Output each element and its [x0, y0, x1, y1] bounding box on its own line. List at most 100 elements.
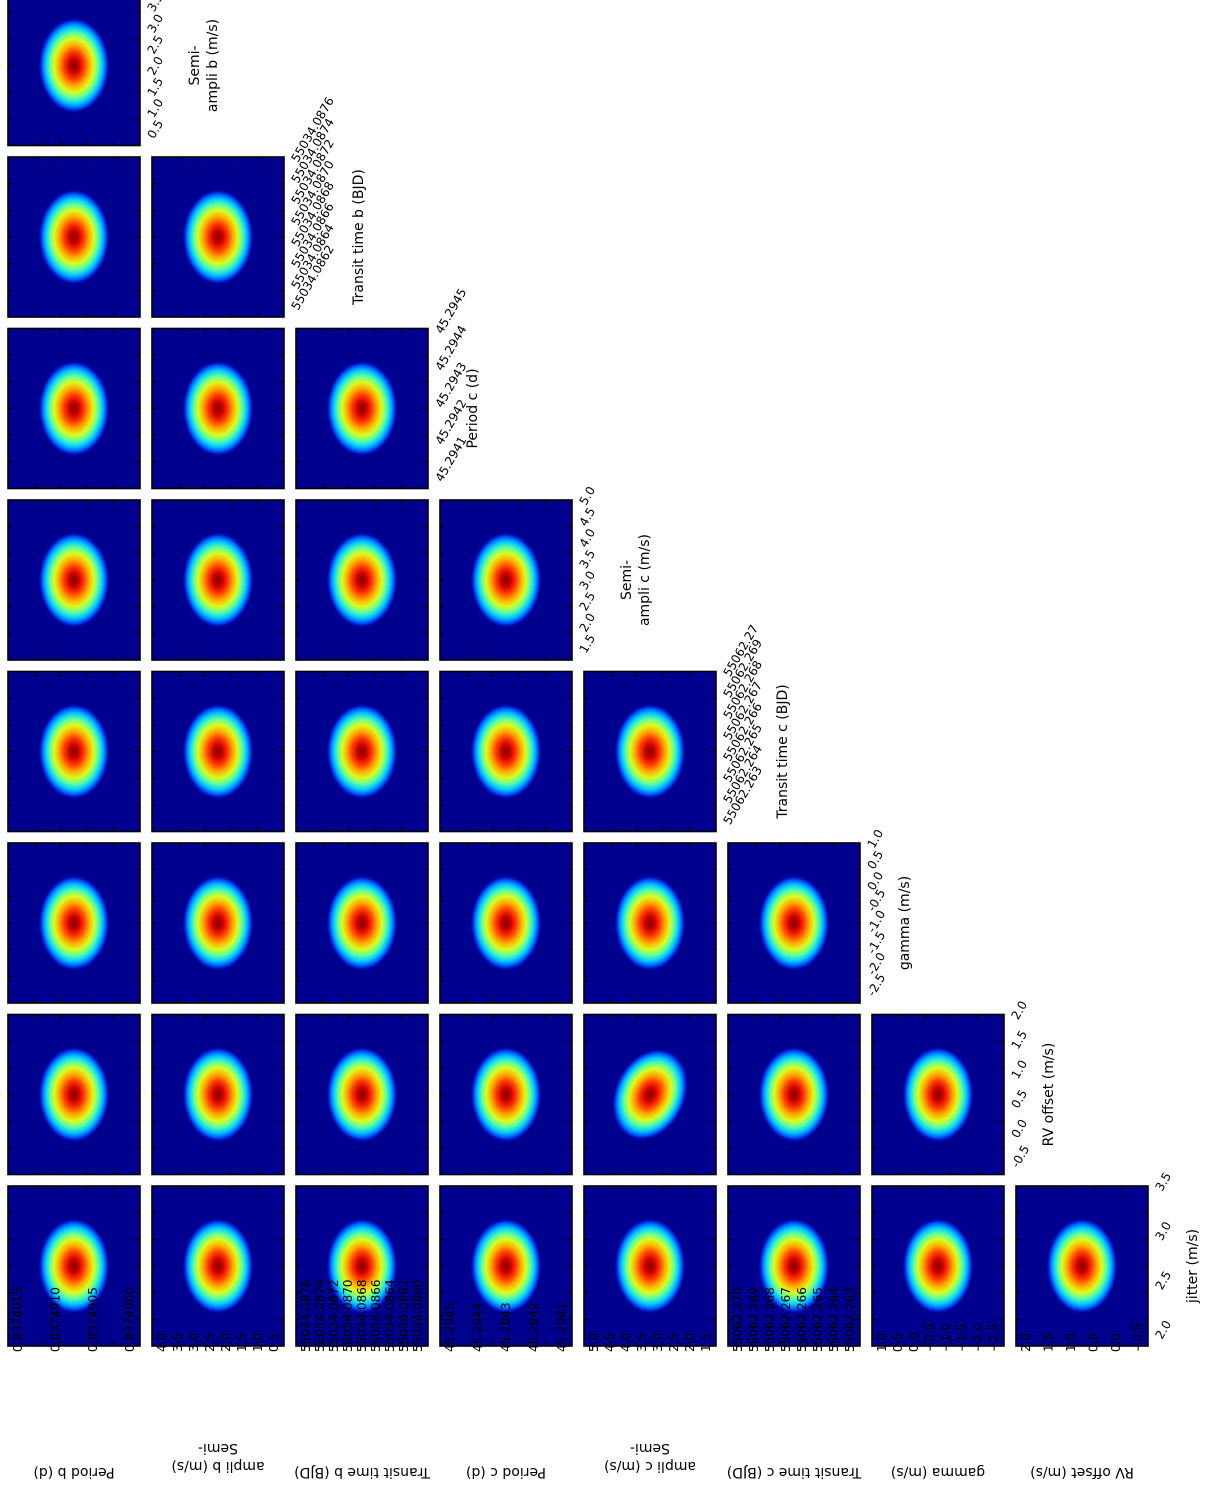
tick-label: −1.0 [939, 1323, 953, 1352]
tick-label: 55034.0860 [411, 1279, 425, 1352]
tick-label: 2.5 [203, 1333, 217, 1352]
tick-label: 1.5 [144, 75, 166, 99]
tick-label: 1.0 [1064, 1333, 1078, 1352]
density-peak [758, 875, 830, 971]
tick-label: 0.5 [1086, 1333, 1100, 1352]
tick-label: 4.5 [576, 505, 598, 529]
panel-transit-time-c-bjd-vs-rv-offset-m-s [727, 1013, 861, 1176]
density-peak [614, 703, 686, 800]
axis-label-semi-ampli-c-m-s: ampli c (m/s) [637, 534, 653, 626]
axis-label-gamma-m-s: gamma (m/s) [891, 1464, 985, 1480]
density-peak [326, 703, 398, 800]
panel-period-b-d-vs-transit-time-b-bjd [7, 156, 141, 318]
panel-transit-time-c-bjd-vs-gamma-m-s [727, 842, 861, 1004]
tick-label: 1.5 [235, 1333, 249, 1352]
tick-label: 3.0 [1152, 1219, 1174, 1243]
bottom-ticks-transit-time-b-bjd: 55034.0876 55034.0874 55034.0872 55034.0870… [299, 1279, 425, 1352]
tick-label: −1.5 [955, 1323, 969, 1352]
tick-label: 0.5 [144, 117, 166, 141]
tick-label: 0.8374900 [123, 1287, 137, 1352]
density-peak [182, 360, 254, 457]
panel-transit-time-b-bjd-vs-period-c-d [295, 327, 429, 490]
tick-label: 4.0 [576, 526, 598, 550]
tick-label: 45.2943 [499, 1302, 513, 1352]
tick-label: 55034.0866 [369, 1279, 383, 1352]
tick-label: 55034.0864 [383, 1279, 397, 1352]
panel-transit-time-b-bjd-vs-jitter-m-s [295, 1185, 429, 1347]
axis-label-period-b-d: Period b (d) [33, 1464, 114, 1480]
tick-label: 55034.0872 [327, 1279, 341, 1352]
tick-label: 0.5 [267, 1333, 281, 1352]
panel-rv-offset-m-s-vs-jitter-m-s [1015, 1185, 1149, 1347]
panel-semi-ampli-c-m-s-vs-rv-offset-m-s [583, 1013, 717, 1176]
diag-ticks-semi-ampli-b-m-s: 0.51.01.52.02.53.03.54.0 [144, 0, 166, 141]
axis-label-transit-time-b-bjd: Transit time b (BJD) [351, 169, 367, 306]
axis-label-semi-ampli-b-m-s: Semi- [187, 45, 203, 85]
diag-ticks-gamma-m-s: -2.5-2.0-1.5-1.0-0.50.00.51.0 [864, 827, 888, 999]
density-peak [326, 360, 398, 457]
axis-label-semi-ampli-b-m-s: ampli b (m/s) [171, 1458, 264, 1474]
tick-label: 2.0 [683, 1333, 697, 1352]
density-peak [38, 189, 110, 285]
tick-label: 4.5 [603, 1333, 617, 1352]
tick-label: 55034.0868 [355, 1279, 369, 1352]
tick-label: 55062.265 [811, 1287, 825, 1352]
tick-label: 0.0 [1008, 1117, 1030, 1141]
tick-label: 55034.0862 [397, 1279, 411, 1352]
panel-period-b-d-vs-jitter-m-s [7, 1185, 141, 1347]
tick-label: 3.5 [576, 547, 598, 571]
bottom-ticks-semi-ampli-c-m-s: 5.0 4.5 4.0 3.5 3.0 2.5 2.0 1.5 [587, 1333, 713, 1352]
bottom-ticks-semi-ampli-b-m-s: 4.0 3.5 3.0 2.5 2.0 1.5 1.0 0.5 [155, 1333, 281, 1352]
tick-label: 0.5 [891, 1333, 905, 1352]
axis-label-transit-time-c-bjd: Transit time c (BJD) [775, 684, 791, 820]
tick-label: 55034.0876 [299, 1279, 313, 1352]
tick-label: 0.5 [1008, 1087, 1030, 1111]
panel-transit-time-c-bjd-vs-jitter-m-s [727, 1185, 861, 1347]
bottom-ticks-rv-offset-m-s: 2.0 1.5 1.0 0.5 0.0 −0.5 [1019, 1323, 1145, 1352]
panel-period-b-d-vs-transit-time-c-bjd [7, 670, 141, 833]
tick-label: 2.5 [667, 1333, 681, 1352]
density-peak [326, 875, 398, 971]
tick-label: 45.2941 [555, 1302, 569, 1352]
density-peak [38, 532, 110, 628]
axis-label-jitter-m-s: jitter (m/s) [1185, 1229, 1201, 1304]
panel-period-c-d-vs-gamma-m-s [439, 842, 573, 1004]
axis-label-transit-time-c-bjd: Transit time c (BJD) [727, 1464, 863, 1480]
panel-period-c-d-vs-semi-ampli-c-m-s [439, 499, 573, 661]
tick-label: −2.0 [971, 1323, 985, 1352]
density-peak [614, 1218, 686, 1314]
tick-label: 55062.268 [763, 1287, 777, 1352]
tick-label: −0.5 [1131, 1323, 1145, 1352]
panel-semi-ampli-b-m-s-vs-period-c-d [151, 327, 285, 490]
tick-label: 3.0 [144, 12, 166, 36]
density-peak [470, 532, 542, 628]
tick-label: 5.0 [587, 1333, 601, 1352]
density-peak [611, 1048, 689, 1141]
panel-transit-time-b-bjd-vs-rv-offset-m-s [295, 1013, 429, 1176]
tick-label: 55062.267 [779, 1287, 793, 1352]
density-peak [182, 703, 254, 800]
diag-ticks-jitter-m-s: 2.0 2.5 3.0 3.5 [1152, 1170, 1174, 1342]
tick-label: 1.5 [1042, 1333, 1056, 1352]
tick-label: 2.0 [576, 611, 598, 635]
axis-label-period-c-d: Period c (d) [465, 368, 481, 448]
density-peak [758, 1046, 830, 1143]
density-peak [38, 703, 110, 800]
tick-label: 1.0 [251, 1333, 265, 1352]
density-peak [38, 360, 110, 457]
axis-label-gamma-m-s: gamma (m/s) [897, 876, 913, 970]
tick-label: 3.0 [576, 569, 598, 593]
panel-semi-ampli-b-m-s-vs-gamma-m-s [151, 842, 285, 1004]
density-peak [902, 1046, 974, 1143]
bottom-ticks-gamma-m-s: 1.0 0.5 0.0 −0.5 −1.0 −1.5 −2.0 −2.5 [875, 1323, 1001, 1352]
tick-label: −2.5 [987, 1323, 1001, 1352]
tick-label: 55034.0874 [313, 1279, 327, 1352]
tick-label: 2.0 [1019, 1333, 1033, 1352]
tick-label: 55062.266 [795, 1287, 809, 1352]
panel-period-b-d-vs-gamma-m-s [7, 842, 141, 1004]
axis-label-period-c-d: Period c (d) [466, 1464, 546, 1480]
tick-label: 0.0 [864, 869, 886, 893]
tick-label: 3.5 [144, 0, 166, 14]
tick-label: 2.0 [1152, 1318, 1174, 1342]
